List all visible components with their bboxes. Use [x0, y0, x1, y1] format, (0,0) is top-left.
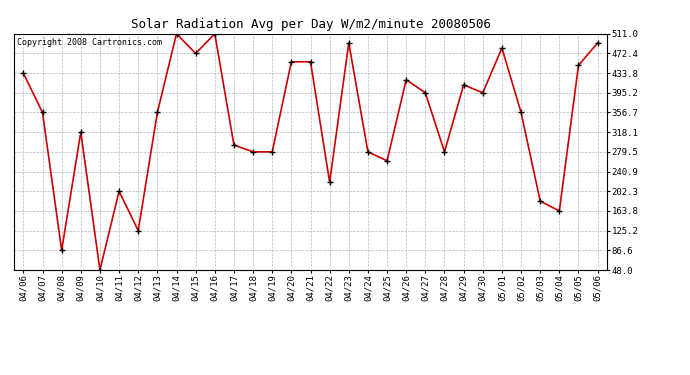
Title: Solar Radiation Avg per Day W/m2/minute 20080506: Solar Radiation Avg per Day W/m2/minute … — [130, 18, 491, 31]
Text: Copyright 2008 Cartronics.com: Copyright 2008 Cartronics.com — [17, 39, 161, 48]
